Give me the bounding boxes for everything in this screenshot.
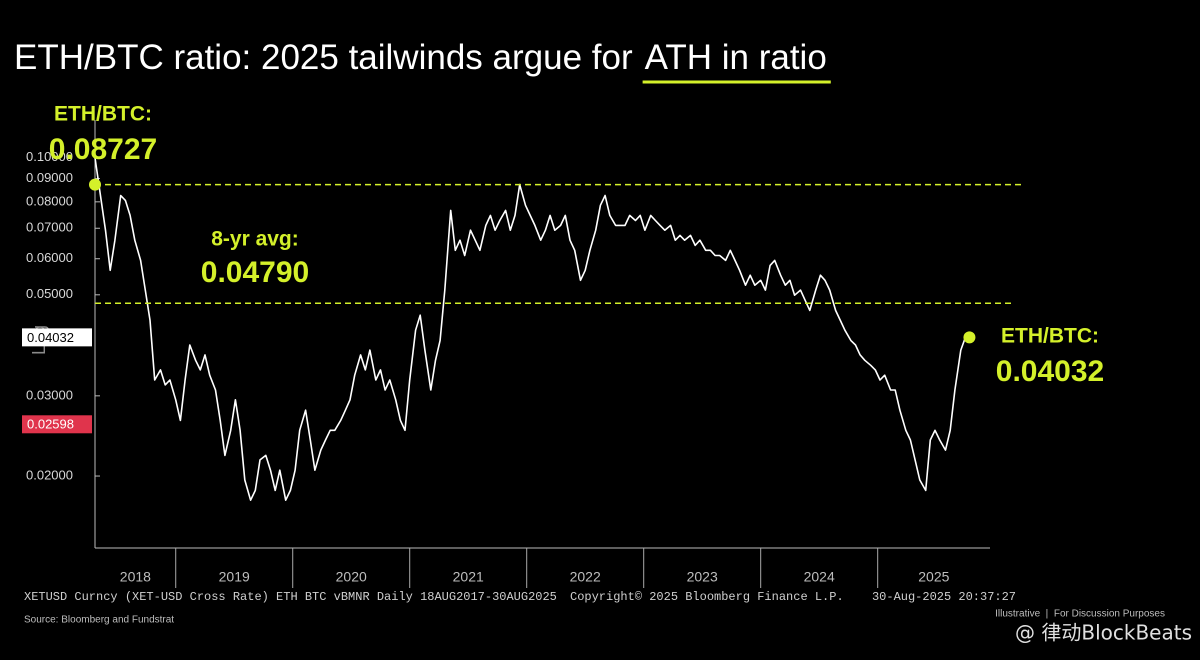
x-tick-label: 2019	[219, 569, 250, 585]
average-value: 0.04790	[201, 256, 309, 289]
timestamp: 30-Aug-2025 20:37:27	[872, 590, 1016, 604]
y-tick-label: 0.09000	[26, 170, 73, 185]
watermark: @ 律动BlockBeats	[1015, 621, 1192, 645]
latest-label: ETH/BTC:	[1001, 325, 1099, 348]
x-tick-label: 2021	[453, 569, 484, 585]
source: Source: Bloomberg and Fundstrat	[24, 615, 174, 626]
x-tick-label: 2020	[336, 569, 367, 585]
y-tick-label: 0.05000	[26, 286, 73, 301]
latest-dot	[963, 331, 976, 344]
y-tick-label: 0.06000	[26, 250, 73, 265]
chart-title: ETH/BTC ratio: 2025 tailwinds argue for A…	[14, 38, 827, 77]
average-label: 8-yr avg:	[211, 228, 299, 251]
axis-tag	[22, 328, 92, 347]
ath-label: ETH/BTC:	[54, 103, 152, 126]
y-tick-label: 0.10000	[26, 149, 73, 164]
x-tick-label: 2022	[570, 569, 601, 585]
title-highlight: ATH in ratio	[645, 38, 827, 77]
x-tick-label: 2018	[120, 569, 151, 585]
y-tick-label: 0.02000	[26, 467, 73, 482]
series-info: XETUSD Curncy (XET-USD Cross Rate) ETH B…	[24, 590, 557, 604]
copyright: Copyright© 2025 Bloomberg Finance L.P.	[570, 590, 844, 604]
ath-value: 0.08727	[49, 133, 157, 166]
disclaimer: Illustrative | For Discussion Purposes	[995, 609, 1165, 620]
y-tick-label: 0.03000	[26, 387, 73, 402]
y-tick-label: 0.08000	[26, 193, 73, 208]
axis-tag-label: 0.02598	[27, 417, 74, 432]
title-main: ETH/BTC ratio: 2025 tailwinds argue for	[14, 38, 633, 77]
data-line	[94, 157, 967, 501]
ath-dot	[89, 178, 101, 191]
x-tick-label: 2024	[804, 569, 835, 585]
x-tick-label: 2023	[687, 569, 718, 585]
axis-tag	[22, 415, 92, 434]
latest-value: 0.04032	[996, 355, 1104, 388]
x-tick-label: 2025	[918, 569, 949, 585]
y-tick-label: 0.07000	[26, 220, 73, 235]
axis-tag-label: 0.04032	[27, 330, 74, 345]
